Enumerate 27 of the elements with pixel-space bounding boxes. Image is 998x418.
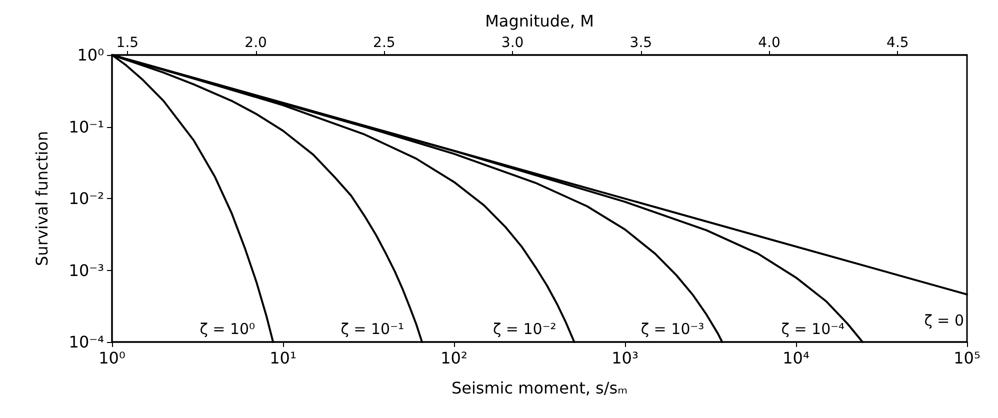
annotation: ζ = 10⁻¹ [340,320,404,338]
y-tick-label: 10⁰ [77,46,104,64]
x2-tick-label: 4.5 [886,35,909,51]
x-tick-label: 10¹ [270,348,296,368]
x2-tick-label: 4.0 [758,35,780,51]
x-tick-label: 10⁰ [98,348,126,368]
y-tick-label: 10⁻³ [68,260,104,280]
annotation: ζ = 0 [924,311,964,330]
x-tick-label: 10² [440,348,468,368]
x2-tick-label: 3.5 [630,35,652,51]
x2-tick-label: 3.0 [501,35,524,51]
y-tick-label: 10⁻⁴ [68,332,104,352]
x2-axis-title: Magnitude, M [485,12,594,30]
x2-tick-label: 1.5 [116,35,139,51]
x2-tick-label: 2.5 [373,35,396,51]
x2-tick-label: 2.0 [244,35,267,51]
annotation: ζ = 10⁰ [200,320,256,338]
annotation: ζ = 10⁻³ [640,320,704,338]
annotation: ζ = 10⁻⁴ [781,320,845,338]
y-axis-title: Survival function [32,131,52,266]
y-tick-label: 10⁻² [68,189,104,208]
annotation: ζ = 10⁻² [492,320,556,338]
x-tick-label: 10³ [612,348,638,368]
x-tick-label: 10⁵ [954,348,980,368]
x-tick-label: 10⁴ [782,348,810,368]
y-tick-label: 10⁻¹ [68,117,104,136]
x-axis-title: Seismic moment, s/sₘ [451,378,628,398]
